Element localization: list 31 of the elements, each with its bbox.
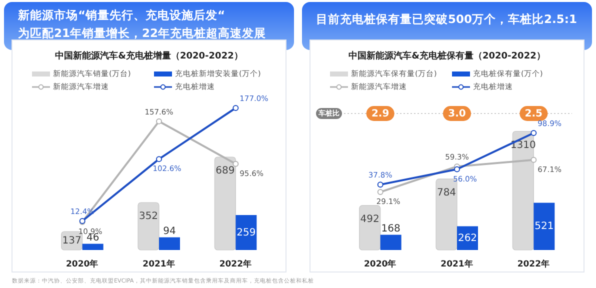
- bar: [534, 202, 555, 250]
- data-label: 262: [458, 232, 478, 244]
- data-label: 689: [216, 166, 235, 177]
- data-label: 259: [236, 227, 256, 238]
- chart-subtitle: 中国新能源汽车&充电桩增量（2020-2022）: [55, 50, 243, 62]
- x-tick-label: 2021年: [440, 258, 474, 270]
- data-label: 168: [381, 224, 400, 235]
- data-label: 784: [436, 188, 456, 199]
- data-label: 137: [62, 235, 82, 246]
- x-tick-label: 2022年: [517, 258, 550, 270]
- data-label: 352: [138, 211, 158, 222]
- x-tick-label: 2020年: [66, 258, 99, 270]
- bar: [214, 156, 236, 250]
- data-label: 46: [86, 232, 100, 244]
- bar: [236, 215, 257, 250]
- bar: [82, 244, 104, 250]
- x-tick-label: 2021年: [142, 258, 176, 270]
- bar: [359, 205, 381, 250]
- bar: [159, 237, 180, 250]
- bar: [512, 130, 534, 250]
- data-label: 521: [534, 221, 554, 232]
- chart-title: 新能源市场“销量先行、充电设施后发“ 为匹配21年销量增长，22年充电桩超高速发展: [17, 8, 266, 40]
- chart-title: 目前充电桩保有量已突破500万个，车桩比2.5:1: [316, 12, 577, 26]
- data-label: 94: [163, 226, 176, 238]
- bar: [380, 234, 402, 250]
- bar: [138, 202, 160, 250]
- x-tick-label: 2020年: [364, 258, 397, 270]
- data-label: 492: [360, 214, 380, 226]
- x-tick-label: 2022年: [219, 258, 252, 270]
- data-label: 1310: [510, 140, 536, 151]
- chart-subtitle: 中国新能源汽车&充电桩保有量（2020-2022）: [348, 50, 546, 62]
